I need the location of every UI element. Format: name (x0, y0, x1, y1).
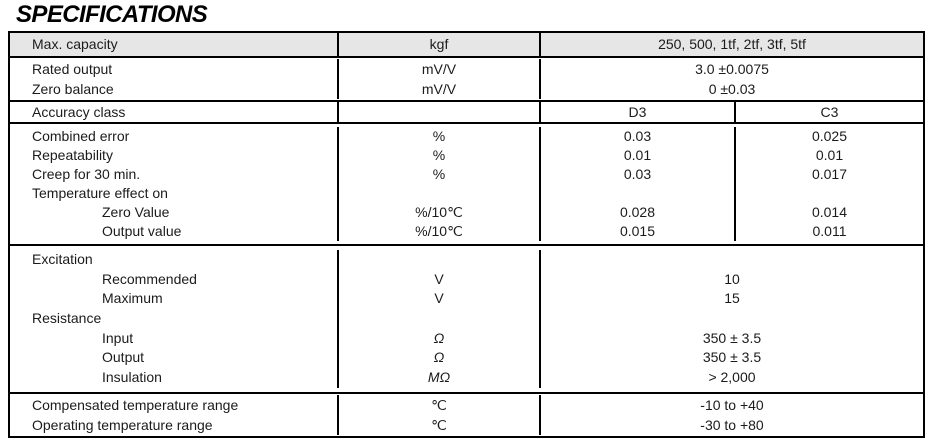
header-capacities-value: 250, 500, 1tf, 2tf, 3tf, 5tf (658, 36, 806, 52)
header-row: Max. capacity kgf 250, 500, 1tf, 2tf, 3t… (10, 33, 923, 56)
accuracy-class-c3: C3 (820, 104, 839, 120)
row-label-indented: Maximum (102, 290, 163, 307)
row-label: Excitation (32, 251, 93, 267)
row-label-indented: Output (102, 349, 145, 366)
row-label: Creep for 30 min. (32, 166, 141, 182)
unit-cell: V (434, 290, 444, 307)
error-section: Combined error Repeatability Creep for 3… (10, 122, 923, 244)
unit-cell (339, 309, 539, 329)
row-label: Operating temperature range (32, 416, 213, 433)
row-label: Zero balance (32, 81, 114, 97)
unit-cell: mV/V (421, 81, 457, 97)
electrical-section: Excitation Recommended Maximum Resistanc… (10, 244, 923, 392)
unit-cell: ℃ (431, 396, 447, 413)
unit-cell: % (432, 166, 446, 182)
row-label-indented: Input (102, 329, 134, 346)
unit-cell-ohm: Ω (433, 329, 445, 346)
value-cell: 3.0 ±0.0075 (695, 61, 769, 77)
unit-cell: ℃ (431, 416, 447, 433)
unit-cell: %/10℃ (415, 204, 463, 220)
value-cell: -30 to +80 (700, 416, 764, 433)
c3-value: 0.011 (812, 223, 847, 239)
accuracy-class-row: Accuracy class D3 C3 (10, 100, 923, 122)
spec-table: Max. capacity kgf 250, 500, 1tf, 2tf, 3t… (8, 31, 925, 438)
row-label: Accuracy class (32, 104, 126, 120)
value-cell: 10 (724, 270, 740, 287)
value-cell: 350 ± 3.5 (702, 349, 762, 366)
d3-value: 0.028 (619, 204, 656, 220)
value-cell: 15 (724, 290, 740, 307)
value-cell: > 2,000 (708, 369, 756, 386)
unit-cell: V (434, 270, 444, 287)
unit-cell (339, 102, 539, 122)
page-title: SPECIFICATIONS (16, 1, 208, 28)
d3-value: 0.03 (623, 166, 652, 182)
unit-cell-megaohm: MΩ (427, 369, 451, 386)
row-label-indented: Output value (102, 223, 182, 239)
header-unit-label: kgf (429, 36, 449, 52)
row-label: Combined error (32, 128, 130, 144)
value-cell: -10 to +40 (700, 396, 764, 413)
row-label-indented: Zero Value (102, 204, 170, 220)
unit-cell: mV/V (421, 61, 457, 77)
d3-value (541, 184, 734, 203)
row-label-indented: Insulation (102, 369, 162, 386)
header-param-label: Max. capacity (32, 36, 118, 52)
unit-cell: % (432, 128, 446, 144)
unit-cell (339, 184, 539, 203)
d3-value: 0.03 (623, 128, 652, 144)
row-label: Temperature effect on (32, 185, 168, 201)
c3-value: 0.014 (811, 204, 848, 220)
output-section: Rated output Zero balance mV/V mV/V 3.0 … (10, 56, 923, 100)
value-cell: 350 ± 3.5 (702, 329, 762, 346)
temperature-section: Compensated temperature range Operating … (10, 391, 923, 436)
row-label-indented: Recommended (102, 270, 197, 287)
row-label: Compensated temperature range (32, 396, 239, 413)
value-cell: 0 ±0.03 (708, 81, 756, 97)
c3-value: 0.025 (811, 128, 848, 144)
row-label: Rated output (32, 61, 113, 77)
c3-value: 0.01 (815, 147, 844, 163)
unit-cell (339, 250, 539, 270)
value-cell (541, 250, 923, 270)
unit-cell: % (432, 147, 446, 163)
row-label: Repeatability (32, 147, 113, 163)
unit-cell-ohm: Ω (433, 349, 445, 366)
c3-value: 0.017 (811, 166, 848, 182)
d3-value: 0.015 (619, 223, 656, 239)
d3-value: 0.01 (623, 147, 652, 163)
row-label: Resistance (32, 310, 102, 327)
accuracy-class-d3: D3 (628, 104, 647, 120)
c3-value (736, 184, 923, 203)
value-cell (541, 309, 923, 329)
unit-cell: %/10℃ (415, 223, 463, 239)
